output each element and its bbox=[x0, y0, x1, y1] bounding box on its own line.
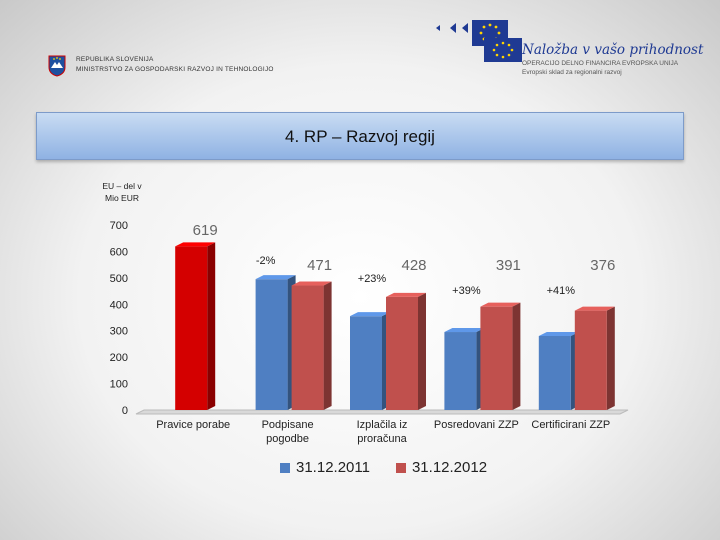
chart-legend: 31.12.2011 31.12.2012 bbox=[280, 459, 513, 476]
x-tick-label: Posredovani ZZP bbox=[434, 419, 519, 431]
bar-2011-top bbox=[255, 275, 296, 280]
y-tick-label: 700 bbox=[110, 220, 128, 232]
legend-label-2011: 31.12.2011 bbox=[296, 459, 370, 476]
y-tick-label: 400 bbox=[110, 299, 128, 311]
bar-2011 bbox=[444, 328, 485, 410]
bar-2012 bbox=[574, 306, 615, 410]
bar-2012-front bbox=[574, 310, 607, 410]
unit-label: EU – del v Mio EUR bbox=[100, 180, 144, 204]
org-line-ministry: MINISTRSTVO ZA GOSPODARSKI RAZVOJ IN TEH… bbox=[76, 66, 274, 73]
x-tick-label: proračuna bbox=[357, 433, 407, 445]
slide-title: 4. RP – Razvoj regij bbox=[285, 127, 435, 146]
bar-2012-top bbox=[574, 306, 615, 311]
bar-2012-top bbox=[480, 302, 521, 307]
bar-2011-top bbox=[538, 332, 579, 336]
bar-2011-front bbox=[255, 279, 288, 410]
change-label: -2% bbox=[256, 255, 276, 267]
x-tick-label: Izplačila iz bbox=[357, 419, 408, 431]
bar-2011-top bbox=[350, 312, 390, 317]
chart-floor bbox=[135, 409, 629, 415]
bar-2011-top bbox=[444, 328, 485, 333]
x-tick-label: pogodbe bbox=[266, 433, 309, 445]
x-tick-label: Pravice porabe bbox=[156, 419, 230, 431]
eu-sub-line1: OPERACIJO DELNO FINANCIRA EVROPSKA UNIJA bbox=[522, 60, 679, 67]
unit-label-line2: Mio EUR bbox=[104, 193, 139, 203]
eu-slogan: Naložba v vašo prihodnost bbox=[522, 42, 704, 58]
bar-2012-top bbox=[175, 242, 216, 247]
legend-swatch-2012 bbox=[395, 462, 406, 473]
x-tick-label: Certificirani ZZP bbox=[531, 419, 610, 431]
y-tick-label: 200 bbox=[110, 352, 128, 364]
eu-sub-text: OPERACIJO DELNO FINANCIRA EVROPSKA UNIJA… bbox=[522, 59, 678, 77]
value-label: 428 bbox=[401, 257, 426, 274]
slovenia-crest-icon bbox=[48, 55, 66, 77]
unit-label-line1: EU – del v bbox=[102, 181, 142, 191]
ministry-header: REPUBLIKA SLOVENIJA MINISTRSTVO ZA GOSPO… bbox=[48, 55, 274, 77]
value-label: 471 bbox=[307, 257, 332, 274]
y-tick-label: 100 bbox=[110, 379, 128, 391]
bar-2012-side bbox=[606, 306, 615, 410]
title-banner: 4. RP – Razvoj regij bbox=[36, 112, 684, 160]
bar-2012-side bbox=[207, 242, 216, 410]
change-label: +39% bbox=[452, 285, 481, 297]
value-label: 619 bbox=[193, 222, 218, 239]
value-label: 391 bbox=[496, 257, 521, 274]
bar-2012-side bbox=[323, 281, 332, 410]
eu-flag-logo bbox=[436, 20, 522, 62]
bar-2012-side bbox=[512, 302, 521, 410]
y-tick-label: 500 bbox=[110, 273, 128, 285]
bar-2012 bbox=[291, 281, 332, 410]
bar-2012-top bbox=[291, 281, 332, 286]
bar-2012 bbox=[480, 302, 521, 410]
y-tick-label: 300 bbox=[110, 326, 128, 338]
bar-2012-front bbox=[480, 306, 513, 410]
eu-sub-line2: Evropski sklad za regionalni razvoj bbox=[522, 69, 622, 76]
bar-2011 bbox=[350, 312, 390, 410]
y-tick-label: 600 bbox=[110, 246, 128, 258]
bar-2012-front bbox=[175, 246, 208, 410]
bar-2012-top bbox=[386, 292, 426, 297]
change-label: +41% bbox=[547, 285, 576, 297]
legend-swatch-2011 bbox=[280, 462, 290, 473]
change-label: +23% bbox=[358, 273, 387, 285]
bar-2011-front bbox=[444, 332, 477, 410]
legend-label-2012: 31.12.2012 bbox=[411, 459, 488, 476]
legend-item-2012: 31.12.2012 bbox=[395, 459, 488, 476]
bar-2012 bbox=[386, 292, 426, 410]
bar-2012-front bbox=[291, 285, 324, 410]
bar-2011 bbox=[538, 332, 579, 410]
bar-2011 bbox=[255, 275, 296, 410]
bar-2012-side bbox=[418, 292, 426, 410]
value-label: 376 bbox=[590, 257, 615, 274]
org-line-republic: REPUBLIKA SLOVENIJA bbox=[76, 56, 154, 63]
bar-2011-front bbox=[538, 336, 571, 410]
bar-2012 bbox=[175, 242, 216, 410]
bar-2011-front bbox=[350, 316, 382, 410]
y-tick-label: 0 bbox=[122, 405, 128, 417]
legend-item-2011: 31.12.2011 bbox=[280, 459, 370, 476]
bar-2012-front bbox=[386, 296, 418, 410]
x-tick-label: Podpisane bbox=[262, 419, 314, 431]
